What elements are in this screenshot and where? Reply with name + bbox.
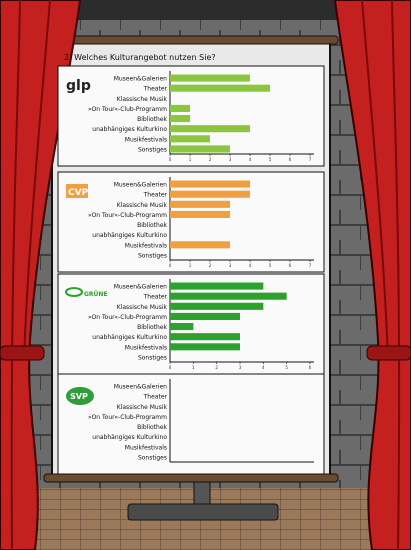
bar: [170, 84, 270, 92]
category-label: Sonstiges: [138, 146, 167, 153]
category-label: Theater: [143, 294, 168, 301]
category-label: Theater: [143, 86, 168, 93]
x-tick-label: 4: [249, 263, 252, 268]
bar: [170, 125, 250, 133]
category-label: Theater: [143, 394, 168, 401]
bar: [170, 74, 250, 82]
category-label: Museen&Galerien: [114, 384, 167, 391]
bar: [170, 104, 190, 112]
category-label: Klassische Musik: [117, 304, 168, 311]
category-label: Klassische Musik: [117, 404, 168, 411]
x-tick-label: 6: [289, 263, 292, 268]
category-label: Sonstiges: [138, 454, 167, 461]
panel-background: [57, 373, 325, 475]
bar: [170, 241, 230, 249]
right-curtain-tie: [366, 345, 411, 361]
x-tick-label: 2: [209, 157, 212, 162]
category-label: »On Tour«-Club-Programm: [88, 314, 167, 321]
right-curtain: [333, 0, 411, 550]
bar: [170, 210, 230, 218]
party-logo-gruene-mark: [65, 287, 83, 297]
category-label: »On Tour«-Club-Programm: [88, 106, 167, 113]
x-tick-label: 0: [169, 365, 172, 370]
party-logo-svp-shape: [66, 387, 94, 405]
bar: [170, 302, 264, 310]
bar: [170, 180, 250, 188]
category-label: Bibliothek: [137, 424, 167, 431]
category-label: Musikfestivals: [125, 242, 167, 249]
right-curtain-fold: [361, 0, 401, 550]
bar: [170, 282, 264, 290]
party-logo-cvp-box: [66, 184, 88, 198]
category-label: »On Tour«-Club-Programm: [88, 212, 167, 219]
x-tick-label: 6: [289, 157, 292, 162]
x-tick-label: 4: [262, 365, 265, 370]
x-tick-label: 3: [239, 365, 242, 370]
category-label: Bibliothek: [137, 222, 167, 229]
category-label: Klassische Musik: [117, 202, 168, 209]
category-label: Museen&Galerien: [114, 76, 167, 83]
category-label: unabhängiges Kulturkino: [92, 434, 167, 441]
ceiling-beam: [0, 0, 411, 20]
category-label: unabhängiges Kulturkino: [92, 334, 167, 341]
bar: [170, 343, 240, 351]
panel-background: [57, 171, 325, 273]
panel-svp: SVP Museen&Galerien Theater Klassische Musi…: [57, 373, 325, 475]
category-label: Klassische Musik: [117, 96, 168, 103]
x-tick-label: 3: [229, 263, 232, 268]
x-tick-label: 0: [169, 157, 172, 162]
panel-glp: glp Museen&Galerien Theater Klassische Musi…: [57, 65, 325, 167]
category-label: unabhängiges Kulturkino: [92, 126, 167, 133]
bar: [170, 115, 190, 123]
x-tick-label: 5: [269, 263, 272, 268]
category-label: Bibliothek: [137, 324, 167, 331]
x-tick-label: 0: [169, 263, 172, 268]
chart-panels: glp Museen&Galerien Theater Klassische Musi…: [57, 65, 325, 475]
left-curtain-tie: [0, 345, 45, 361]
party-logo-glp: glp: [66, 78, 91, 94]
category-label: Theater: [143, 192, 168, 199]
category-label: Museen&Galerien: [114, 284, 167, 291]
x-tick-label: 5: [269, 157, 272, 162]
bar: [170, 323, 194, 331]
x-tick-label: 7: [309, 263, 312, 268]
party-logo-cvp: CVP: [68, 188, 89, 198]
x-tick-label: 6: [309, 365, 312, 370]
question-title: 2. Welches Kulturangebot nutzen Sie?: [64, 53, 216, 62]
left-curtain-fold: [10, 0, 51, 550]
category-label: Musikfestivals: [125, 444, 167, 451]
panel-cvp: CVP Museen&Galerien Theater Klassische Musi…: [57, 171, 325, 273]
x-tick-label: 1: [192, 365, 195, 370]
bar: [170, 200, 230, 208]
x-tick-label: 5: [285, 365, 288, 370]
x-tick-label: 7: [309, 157, 312, 162]
category-label: Sonstiges: [138, 252, 167, 259]
x-tick-label: 1: [189, 157, 192, 162]
x-tick-label: 3: [229, 157, 232, 162]
bar: [170, 333, 240, 341]
stand-base: [127, 503, 279, 521]
category-label: Museen&Galerien: [114, 182, 167, 189]
party-logo-svp: SVP: [70, 392, 88, 401]
category-label: »On Tour«-Club-Programm: [88, 414, 167, 421]
category-label: Musikfestivals: [125, 136, 167, 143]
x-tick-label: 2: [209, 263, 212, 268]
bar: [170, 135, 210, 143]
bar: [170, 312, 240, 320]
party-logo-gruene: GRÜNE: [84, 291, 108, 298]
board-bottom-bar: [43, 473, 339, 483]
x-tick-label: 2: [215, 365, 218, 370]
board-top-bar: [43, 35, 339, 45]
category-label: Bibliothek: [137, 116, 167, 123]
category-label: Sonstiges: [138, 354, 167, 361]
category-label: unabhängiges Kulturkino: [92, 232, 167, 239]
panel-gruene: GRÜNE Museen&Galerien Theater Klassische Mu…: [57, 273, 325, 375]
x-tick-label: 1: [189, 263, 192, 268]
category-label: Musikfestivals: [125, 344, 167, 351]
bar: [170, 145, 230, 153]
bar: [170, 292, 287, 300]
x-tick-label: 4: [249, 157, 252, 162]
bar: [170, 190, 250, 198]
